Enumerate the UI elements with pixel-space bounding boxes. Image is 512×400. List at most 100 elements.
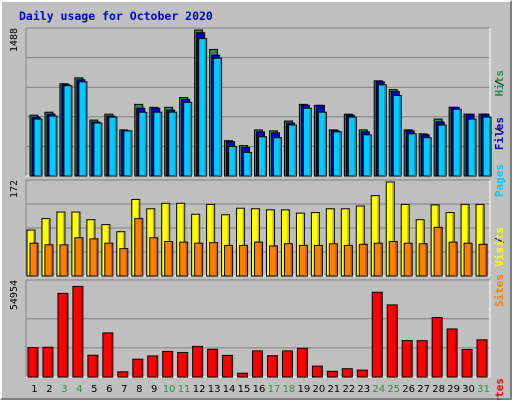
kbytes-bar <box>72 285 84 378</box>
sites-bar <box>254 241 264 277</box>
pages-bar-shade <box>354 118 356 176</box>
pages-bar <box>317 111 327 177</box>
kbytes-bar-shade <box>395 305 397 377</box>
kbytes-bar-shade <box>485 340 487 377</box>
kbytes-bar-shade <box>425 341 427 377</box>
pages-bar-shade <box>40 120 42 176</box>
kbytes-bar-shade <box>320 367 322 377</box>
pages-bar <box>228 146 238 177</box>
x-tick-label: 22 <box>342 384 355 395</box>
x-tick-label: 30 <box>462 384 475 395</box>
visits-bar-shade <box>317 213 319 276</box>
x-tick-label: 23 <box>357 384 370 395</box>
pages-bar-shade <box>234 147 237 176</box>
pages-bar-shade <box>429 138 431 176</box>
pages-bar-shade <box>369 135 371 176</box>
pages-bar <box>63 85 73 177</box>
x-tick-label: 29 <box>447 384 460 395</box>
kbytes-bar-shade <box>170 352 173 377</box>
pages-bar-shade <box>144 113 147 176</box>
sites-bar <box>343 244 353 277</box>
sites-bar-shade <box>335 244 337 276</box>
sites-bar-shade <box>80 238 83 276</box>
kbytes-bar <box>57 292 69 378</box>
pages-bar-shade <box>174 113 177 176</box>
y-max-label: 1488 <box>9 28 20 52</box>
sites-bar <box>89 238 99 277</box>
pages-bar-shade <box>384 85 386 176</box>
kbytes-bar <box>311 365 323 378</box>
pages-bar-shade <box>414 134 416 176</box>
sites-bar-shade <box>440 228 442 276</box>
visits-bar-shade <box>212 205 215 276</box>
pages-bar-shade <box>279 138 281 176</box>
x-tick-label: 19 <box>298 384 311 395</box>
x-tick-label: 1 <box>31 384 37 395</box>
sites-bar-shade <box>455 243 457 276</box>
visits-bar-shade <box>362 207 364 276</box>
kbytes-bar <box>177 351 189 378</box>
visits-bar-shade <box>377 196 379 276</box>
pages-bar <box>108 116 118 177</box>
visits-bar-shade <box>332 209 334 276</box>
sites-bar <box>194 242 204 277</box>
kbytes-bar-shade <box>335 372 337 377</box>
x-tick-label: 26 <box>402 384 415 395</box>
sites-bar-shade <box>380 244 382 276</box>
kbytes-bar-shade <box>140 360 143 377</box>
sites-bar <box>119 248 129 277</box>
pages-bar <box>302 107 312 177</box>
sites-bar <box>298 244 308 277</box>
pages-bar <box>123 130 133 177</box>
x-tick-label: 18 <box>283 384 296 395</box>
legend-kbytes-kbytes: KBytes <box>493 378 506 400</box>
kbytes-bar <box>132 358 144 378</box>
visits-bar-shade <box>242 209 245 276</box>
visits-bar-shade <box>392 183 394 276</box>
kbytes-bar-shade <box>200 347 203 377</box>
sites-bar-shade <box>365 245 367 276</box>
kbytes-bar <box>147 355 159 378</box>
kbytes-bar <box>222 354 234 378</box>
x-tick-label: 5 <box>91 384 97 395</box>
kbytes-bar <box>401 340 413 378</box>
visits-bar-shade <box>182 204 185 276</box>
kbytes-bar-shade <box>365 371 367 377</box>
kbytes-bar-shade <box>95 356 98 377</box>
sites-bar-shade <box>305 246 307 276</box>
sites-bar-shade <box>245 246 248 276</box>
pages-bar <box>93 122 103 177</box>
x-tick-label: 16 <box>253 384 266 395</box>
sites-bar <box>104 242 114 277</box>
kbytes-bar <box>341 368 353 378</box>
x-tick-label: 7 <box>121 384 127 395</box>
x-tick-label: 12 <box>193 384 206 395</box>
sites-bar-shade <box>110 244 113 276</box>
x-tick-label: 20 <box>313 384 326 395</box>
pages-bar-shade <box>99 124 102 176</box>
pages-bar-shade <box>339 132 341 176</box>
kbytes-bar-shade <box>305 349 307 377</box>
kbytes-bar <box>296 347 308 378</box>
sites-bar-shade <box>215 243 218 276</box>
sites-bar <box>313 244 323 277</box>
visits-bar-shade <box>272 210 274 276</box>
pages-bar <box>437 124 447 177</box>
sites-bar <box>283 243 293 277</box>
visits-bar-shade <box>347 209 349 276</box>
pages-bar <box>183 101 193 177</box>
kbytes-bar-shade <box>110 333 113 377</box>
visits-bar-shade <box>407 205 409 276</box>
kbytes-bar <box>356 369 368 378</box>
x-tick-label: 13 <box>208 384 221 395</box>
kbytes-bar-shade <box>260 351 263 377</box>
pages-bar <box>198 38 208 177</box>
kbytes-bar <box>386 304 398 378</box>
kbytes-bar <box>476 339 488 378</box>
kbytes-bar-shade <box>215 350 218 377</box>
pages-bar-shade <box>84 82 87 176</box>
sites-bar <box>164 241 174 277</box>
kbytes-bar <box>461 349 473 378</box>
pages-bar-shade <box>474 120 476 176</box>
